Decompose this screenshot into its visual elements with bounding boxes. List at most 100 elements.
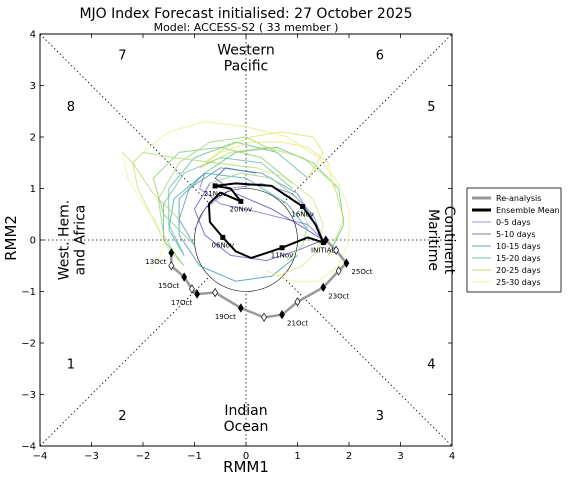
phase-label: 5 [427, 100, 435, 115]
reanalysis-date-label: 19Oct [215, 313, 236, 321]
ensemble-member-line [204, 146, 345, 256]
x-tick-label: 0 [243, 451, 249, 462]
chart-subtitle: Model: ACCESS-S2 ( 33 member ) [154, 21, 339, 34]
ensemble-member-line [266, 183, 350, 282]
ensemble-member-line [142, 121, 340, 184]
y-tick-label: −2 [21, 339, 36, 350]
reanalysis-marker [343, 258, 350, 268]
ensemble-member-line [209, 172, 309, 261]
reanalysis-marker [279, 310, 285, 320]
y-tick-label: −3 [21, 390, 36, 401]
ensemble-member-line [157, 136, 278, 261]
ensemble-mean-marker [212, 183, 218, 189]
ensemble-mean-line [207, 182, 325, 259]
ensemble-member-line [194, 182, 324, 241]
diagonal-line [39, 33, 453, 447]
ensemble-mean-date-label: 20Nov [230, 205, 253, 213]
y-axis-label: RMM2 [2, 215, 20, 261]
ensemble-member-line [122, 152, 185, 267]
x-tick-label: −4 [33, 451, 48, 462]
reanalysis-date-label: 23Oct [328, 292, 349, 300]
reanalysis-date-label: 13Oct [145, 258, 166, 266]
region-label-top: Western [217, 43, 274, 59]
legend-label: 25-30 days [496, 278, 541, 287]
ensemble-mean-date-label: 16Nov [291, 211, 314, 219]
ensemble-member-line [204, 131, 324, 179]
region-label-right: Continent [441, 206, 457, 275]
reanalysis-marker [261, 312, 267, 322]
ensemble-member-line [256, 167, 324, 277]
x-tick-label: 2 [346, 451, 352, 462]
plot-area: −4−4−3−3−2−2−1−1001122334413Oct15Oct17Oc… [21, 30, 457, 463]
x-tick-label: −1 [187, 451, 202, 462]
reanalysis-marker [168, 261, 175, 271]
region-label-right: Maritime [425, 209, 441, 271]
reanalysis-marker [335, 266, 342, 276]
ensemble-member-line [121, 152, 165, 272]
phase-label: 1 [67, 358, 75, 373]
ensemble-member-line [199, 141, 335, 189]
reanalysis-date-label: 17Oct [171, 299, 192, 307]
legend-label: Ensemble Mean [496, 206, 560, 215]
ensemble-member-line [199, 146, 345, 256]
ensemble-member-line [152, 146, 293, 246]
x-tick-label: 1 [294, 451, 300, 462]
reanalysis-marker [333, 245, 340, 255]
legend-label: 20-25 days [496, 266, 541, 275]
ensemble-mean-marker [220, 234, 226, 240]
y-tick-label: 3 [30, 81, 36, 92]
y-tick-label: −1 [21, 287, 36, 298]
y-tick-label: 2 [30, 133, 36, 144]
region-label-left: West. Hem. [56, 200, 72, 281]
y-tick-label: 1 [30, 184, 36, 195]
region-label-top: Pacific [224, 59, 269, 75]
reanalysis-date-label: 15Oct [158, 282, 179, 290]
reanalysis-marker [320, 282, 327, 293]
y-tick-label: −4 [21, 442, 36, 453]
legend-label: Re-analysis [496, 194, 541, 203]
reanalysis-marker [237, 303, 244, 313]
legend-label: 10-15 days [496, 242, 541, 251]
reanalysis-marker [168, 248, 175, 258]
x-tick-label: 4 [449, 451, 455, 462]
region-label-bottom: Indian [224, 403, 267, 419]
region-label-bottom: Ocean [224, 419, 269, 435]
phase-label: 7 [118, 49, 126, 64]
phase-label: 3 [376, 409, 384, 424]
phase-label: 4 [427, 358, 435, 373]
ensemble-mean-date-label: INITIAL [311, 247, 335, 255]
x-tick-label: −2 [136, 451, 151, 462]
x-tick-label: 3 [397, 451, 403, 462]
reanalysis-date-label: 21Oct [287, 320, 308, 328]
phase-label: 8 [67, 100, 75, 115]
legend: Re-analysis Ensemble Mean 0-5 days 5-10 day… [466, 187, 562, 293]
legend-label: 5-10 days [496, 230, 536, 239]
reanalysis-marker [189, 284, 195, 294]
diagonal-line [39, 33, 453, 447]
ensemble-mean-date-label: 06Nov [212, 241, 235, 249]
ensemble-mean-marker [279, 245, 285, 251]
ensemble-mean-marker [300, 204, 306, 210]
ensemble-mean-date-label: 11Nov [271, 252, 294, 260]
x-axis-label: RMM1 [223, 458, 269, 476]
ensemble-mean-marker [320, 240, 326, 246]
unit-circle [194, 188, 298, 292]
chart-title: MJO Index Forecast initialised: 27 Octob… [79, 6, 412, 22]
reanalysis-marker [212, 287, 219, 298]
reanalysis-marker [181, 272, 188, 282]
phase-label: 6 [376, 49, 384, 64]
reanalysis-marker [194, 289, 200, 299]
ensemble-mean-marker [238, 198, 244, 204]
region-label-left: and Africa [72, 205, 88, 276]
phase-label: 2 [118, 409, 126, 424]
ensemble-member-line [178, 172, 298, 282]
legend-label: 0-5 days [496, 218, 531, 227]
legend-label: 15-20 days [496, 254, 541, 263]
x-tick-label: −3 [84, 451, 99, 462]
reanalysis-date-label: 25Oct [351, 268, 372, 276]
y-tick-label: 0 [30, 236, 36, 247]
reanalysis-marker [294, 297, 301, 307]
ensemble-mean-date-label: 21Nov [204, 190, 227, 198]
y-tick-label: 4 [30, 30, 36, 41]
